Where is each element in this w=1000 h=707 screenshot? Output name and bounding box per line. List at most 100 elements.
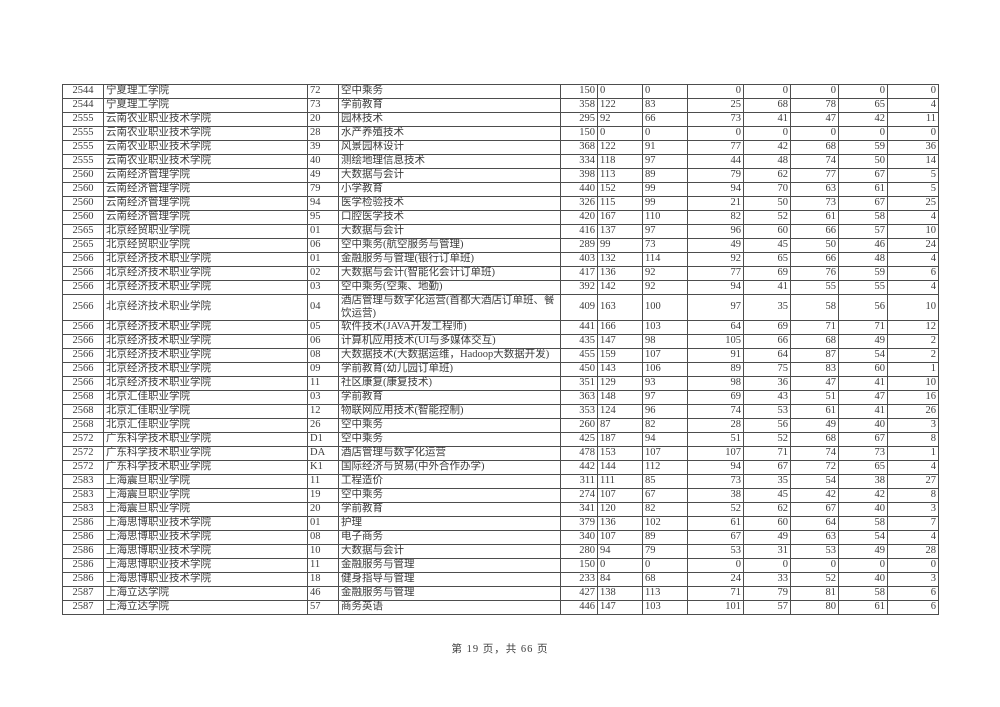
value-cell-2: 124 xyxy=(597,404,643,419)
value-cell-5: 41 xyxy=(743,112,791,127)
value-cell-5: 43 xyxy=(743,390,791,405)
college-code-cell: 2566 xyxy=(62,266,104,281)
value-cell-1: 478 xyxy=(560,446,598,461)
table-row: 2568 北京汇佳职业学院 26 空中乘务 260 87 82 28 56 49 40 3 xyxy=(62,418,939,433)
major-code-cell: 01 xyxy=(307,252,339,267)
value-cell-3: 79 xyxy=(642,544,688,559)
value-cell-6: 53 xyxy=(790,544,839,559)
college-code-cell: 2568 xyxy=(62,404,104,419)
major-name-cell: 大数据与会计 xyxy=(338,544,561,559)
value-cell-7: 0 xyxy=(838,84,888,99)
value-cell-3: 0 xyxy=(642,126,688,141)
college-name-cell: 云南农业职业技术学院 xyxy=(103,154,308,169)
major-name-cell: 园林技术 xyxy=(338,112,561,127)
value-cell-6: 50 xyxy=(790,238,839,253)
major-code-cell: 02 xyxy=(307,266,339,281)
value-cell-6: 67 xyxy=(790,502,839,517)
value-cell-4: 61 xyxy=(687,516,744,531)
value-cell-3: 96 xyxy=(642,404,688,419)
value-cell-1: 295 xyxy=(560,112,598,127)
value-cell-8: 4 xyxy=(887,530,939,545)
value-cell-7: 61 xyxy=(838,182,888,197)
value-cell-4: 0 xyxy=(687,84,744,99)
value-cell-4: 79 xyxy=(687,168,744,183)
value-cell-4: 89 xyxy=(687,362,744,377)
value-cell-6: 80 xyxy=(790,600,839,615)
value-cell-8: 4 xyxy=(887,210,939,225)
major-code-cell: 10 xyxy=(307,544,339,559)
value-cell-2: 137 xyxy=(597,224,643,239)
college-name-cell: 云南经济管理学院 xyxy=(103,210,308,225)
value-cell-4: 0 xyxy=(687,558,744,573)
college-code-cell: 2587 xyxy=(62,600,104,615)
value-cell-7: 73 xyxy=(838,446,888,461)
value-cell-3: 102 xyxy=(642,516,688,531)
page-footer: 第 19 页，共 66 页 xyxy=(451,644,549,655)
value-cell-5: 65 xyxy=(743,252,791,267)
value-cell-4: 71 xyxy=(687,586,744,601)
value-cell-6: 71 xyxy=(790,320,839,335)
value-cell-3: 94 xyxy=(642,432,688,447)
value-cell-5: 70 xyxy=(743,182,791,197)
value-cell-6: 74 xyxy=(790,154,839,169)
college-name-cell: 上海思博职业技术学院 xyxy=(103,516,308,531)
table-row: 2566 北京经济技术职业学院 05 软件技术(JAVA开发工程师) 441 166 103… xyxy=(62,320,939,335)
value-cell-8: 0 xyxy=(887,84,939,99)
table-row: 2560 云南经济管理学院 94 医学检验技术 326 115 99 21 50 73 67 25 xyxy=(62,196,939,211)
value-cell-1: 398 xyxy=(560,168,598,183)
college-code-cell: 2555 xyxy=(62,126,104,141)
value-cell-1: 420 xyxy=(560,210,598,225)
value-cell-7: 67 xyxy=(838,168,888,183)
table-row: 2565 北京经贸职业学院 06 空中乘务(航空服务与管理) 289 99 73 49 45 50… xyxy=(62,238,939,253)
college-name-cell: 云南农业职业技术学院 xyxy=(103,126,308,141)
value-cell-8: 1 xyxy=(887,446,939,461)
table-row: 2587 上海立达学院 46 金融服务与管理 427 138 113 71 79 81 58 6 xyxy=(62,586,939,601)
table-row: 2586 上海思博职业技术学院 10 大数据与会计 280 94 79 53 31 53 49 28 xyxy=(62,544,939,559)
college-code-cell: 2566 xyxy=(62,280,104,295)
table-row: 2583 上海震旦职业学院 19 空中乘务 274 107 67 38 45 42 42 8 xyxy=(62,488,939,503)
table-row: 2555 云南农业职业技术学院 39 风景园林设计 368 122 91 77 42 68 59 36 xyxy=(62,140,939,155)
value-cell-5: 53 xyxy=(743,404,791,419)
value-cell-4: 77 xyxy=(687,266,744,281)
value-cell-3: 103 xyxy=(642,320,688,335)
table-row: 2565 北京经贸职业学院 01 大数据与会计 416 137 97 96 60 66 57 10 xyxy=(62,224,939,239)
value-cell-2: 122 xyxy=(597,98,643,113)
value-cell-2: 132 xyxy=(597,252,643,267)
value-cell-1: 280 xyxy=(560,544,598,559)
value-cell-8: 27 xyxy=(887,474,939,489)
major-name-cell: 商务英语 xyxy=(338,600,561,615)
value-cell-1: 150 xyxy=(560,558,598,573)
major-code-cell: 26 xyxy=(307,418,339,433)
major-name-cell: 计算机应用技术(UI与多媒体交互) xyxy=(338,334,561,349)
value-cell-1: 441 xyxy=(560,320,598,335)
major-code-cell: 49 xyxy=(307,168,339,183)
college-code-cell: 2555 xyxy=(62,112,104,127)
value-cell-2: 167 xyxy=(597,210,643,225)
value-cell-7: 49 xyxy=(838,544,888,559)
major-name-cell: 护理 xyxy=(338,516,561,531)
value-cell-6: 83 xyxy=(790,362,839,377)
value-cell-4: 91 xyxy=(687,348,744,363)
value-cell-6: 64 xyxy=(790,516,839,531)
value-cell-5: 62 xyxy=(743,502,791,517)
value-cell-1: 427 xyxy=(560,586,598,601)
college-code-cell: 2586 xyxy=(62,516,104,531)
table-row: 2566 北京经济技术职业学院 03 空中乘务(空乘、地勤) 392 142 92 94 41 5… xyxy=(62,280,939,295)
value-cell-3: 99 xyxy=(642,182,688,197)
value-cell-4: 24 xyxy=(687,572,744,587)
value-cell-7: 38 xyxy=(838,474,888,489)
value-cell-2: 120 xyxy=(597,502,643,517)
value-cell-5: 48 xyxy=(743,154,791,169)
value-cell-3: 97 xyxy=(642,154,688,169)
value-cell-8: 10 xyxy=(887,294,939,321)
value-cell-5: 35 xyxy=(743,294,791,321)
major-code-cell: 20 xyxy=(307,112,339,127)
value-cell-1: 450 xyxy=(560,362,598,377)
table-row: 2566 北京经济技术职业学院 09 学前教育(幼儿园订单班) 450 143 106 89 7… xyxy=(62,362,939,377)
table-row: 2555 云南农业职业技术学院 40 测绘地理信息技术 334 118 97 44 48 74 50… xyxy=(62,154,939,169)
major-code-cell: 06 xyxy=(307,334,339,349)
value-cell-3: 112 xyxy=(642,460,688,475)
table-row: 2560 云南经济管理学院 79 小学教育 440 152 99 94 70 63 61 5 xyxy=(62,182,939,197)
value-cell-5: 57 xyxy=(743,600,791,615)
value-cell-2: 118 xyxy=(597,154,643,169)
